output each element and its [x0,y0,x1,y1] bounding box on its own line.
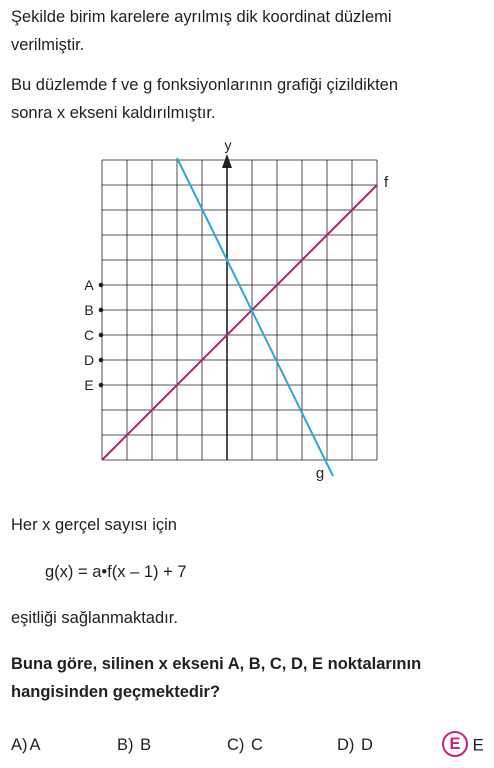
intro-text-2: Bu düzlemde f ve g fonksiyonlarının graf… [11,71,486,127]
point-a-dot [99,283,104,288]
grid [102,160,377,460]
coordinate-graph: y f g A B C D E [0,130,494,490]
point-a-label: A [84,277,94,293]
point-d-dot [99,358,104,363]
intro-line-2: verilmiştir. [11,36,84,54]
option-b-text: B [140,736,151,754]
question-text: Buna göre, silinen x ekseni A, B, C, D, … [11,650,491,706]
option-d-letter: D) [337,736,354,754]
option-d-text: D [361,736,373,754]
option-e-text: E [473,736,484,754]
option-a-letter: A) [11,736,28,754]
g-graph-line [177,158,333,476]
point-b-label: B [84,302,93,318]
intro-line-4: sonra x ekseni kaldırılmıştır. [11,104,216,122]
statement-line-2: eşitliği sağlanmaktadır. [11,604,178,632]
formula: g(x) = a•f(x – 1) + 7 [45,558,187,586]
f-label: f [384,174,389,191]
g-label: g [316,465,324,482]
point-e-dot [99,383,104,388]
option-c-letter: C) [227,736,244,754]
option-c[interactable]: C) C [227,735,263,755]
option-e-selected-circle: E [442,731,468,757]
option-c-text: C [251,736,263,754]
intro-text: Şekilde birim karelere ayrılmış dik koor… [11,3,486,59]
point-c-label: C [84,327,94,343]
intro-line-3: Bu düzlemde f ve g fonksiyonlarının graf… [11,76,398,94]
option-b-letter: B) [117,736,134,754]
f-graph-line [102,185,377,460]
question-line-2: hangisinden geçmektedir? [11,683,220,701]
point-b: B [84,302,103,318]
point-e-label: E [84,377,93,393]
option-a-text: A [30,736,41,754]
question-line-1: Buna göre, silinen x ekseni A, B, C, D, … [11,655,421,673]
y-axis-arrow-icon [222,154,232,168]
intro-line-1: Şekilde birim karelere ayrılmış dik koor… [11,8,392,26]
y-axis-label: y [225,137,232,153]
point-b-dot [99,308,104,313]
point-d: D [84,352,103,368]
option-e[interactable]: E E [442,735,484,757]
point-e: E [84,377,103,393]
point-c: C [84,327,103,343]
point-a: A [84,277,103,293]
option-b[interactable]: B) B [117,735,151,755]
point-d-label: D [84,352,94,368]
point-c-dot [99,333,104,338]
statement-line-1: Her x gerçel sayısı için [11,511,177,539]
option-d[interactable]: D) D [337,735,373,755]
option-a[interactable]: A) A [11,735,41,755]
